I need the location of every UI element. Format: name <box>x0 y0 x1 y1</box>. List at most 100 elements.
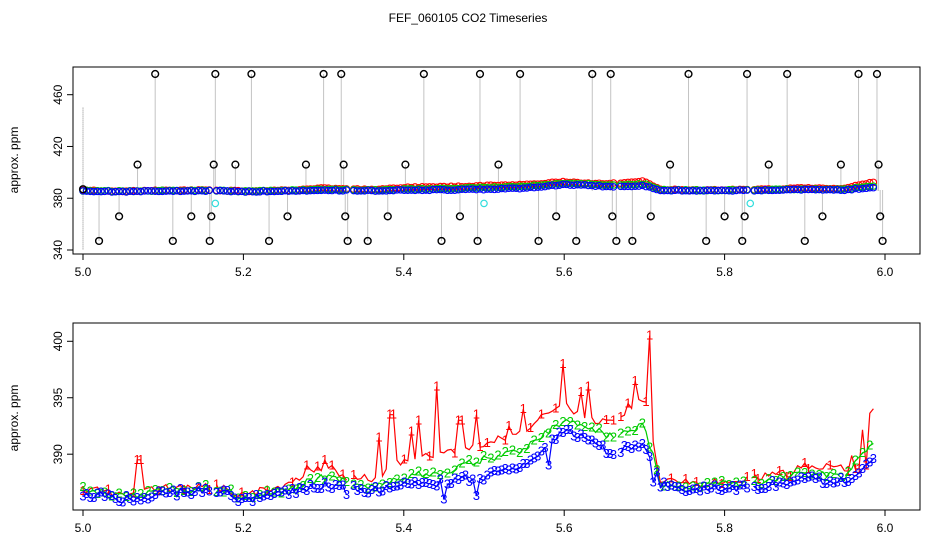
top-point-blue <box>86 187 94 196</box>
top-point-blue <box>663 186 672 195</box>
bottom-marker-green: 2 <box>751 473 758 488</box>
bottom-marker-blue: 3 <box>419 475 426 490</box>
top-y-tick-label: 380 <box>51 188 65 208</box>
top-point-black <box>515 69 525 79</box>
top-point-blue <box>158 187 167 196</box>
bottom-marker-blue: 3 <box>343 487 350 502</box>
top-point-blue <box>541 182 549 191</box>
bottom-marker-green: 2 <box>502 444 509 459</box>
bottom-marker-blue: 3 <box>725 481 732 496</box>
top-point-blue <box>364 186 372 194</box>
top-point-blue <box>725 186 733 195</box>
top-point-black <box>552 212 561 221</box>
top-point-black <box>207 212 216 221</box>
bottom-marker-green: 2 <box>697 479 704 494</box>
bottom-marker-blue: 3 <box>235 494 242 509</box>
bottom-marker-blue: 3 <box>180 485 187 500</box>
top-point-blue <box>544 182 553 190</box>
top-plot-frame <box>72 66 921 255</box>
bottom-marker-blue: 3 <box>686 483 693 498</box>
top-point-blue <box>801 185 809 194</box>
top-point-blue <box>414 186 423 194</box>
top-point-blue <box>750 187 759 195</box>
bottom-marker-blue: 3 <box>198 485 205 500</box>
bottom-x-tick-label: 5.8 <box>716 521 733 535</box>
bottom-marker-blue: 3 <box>790 473 797 488</box>
bottom-marker-blue: 3 <box>217 485 224 500</box>
top-point-blue <box>743 186 751 194</box>
bottom-marker-green: 2 <box>494 448 501 463</box>
bottom-marker-green: 2 <box>780 469 787 484</box>
top-point-blue <box>386 186 394 195</box>
bottom-marker-blue: 3 <box>191 484 198 499</box>
bottom-marker-blue: 3 <box>357 481 364 496</box>
bottom-marker-green: 2 <box>758 476 765 491</box>
bottom-marker-blue: 3 <box>707 481 714 496</box>
top-point-blue <box>573 180 582 189</box>
bottom-marker-red: 1 <box>603 412 610 427</box>
bottom-marker-blue: 3 <box>170 483 177 498</box>
top-point-black <box>878 236 887 246</box>
bottom-marker-green: 2 <box>711 475 718 490</box>
top-point-blue <box>829 186 838 194</box>
bottom-marker-green: 2 <box>523 441 530 456</box>
bottom-marker-red: 1 <box>527 420 534 435</box>
bottom-marker-blue: 3 <box>108 488 115 503</box>
bottom-marker-blue: 3 <box>538 443 545 458</box>
top-point-blue <box>721 186 730 195</box>
bottom-marker-green: 2 <box>357 477 364 492</box>
top-point-blue <box>483 185 491 193</box>
top-point-blue <box>404 186 412 194</box>
top-point-blue <box>277 187 286 196</box>
bottom-series-line-green <box>753 442 874 485</box>
bottom-marker-blue: 3 <box>606 446 613 461</box>
top-point-blue <box>144 187 152 195</box>
top-point-blue <box>689 186 697 195</box>
bottom-marker-blue: 3 <box>675 480 682 495</box>
top-point-blue <box>266 187 275 196</box>
bottom-marker-blue: 3 <box>581 430 588 445</box>
bottom-marker-blue: 3 <box>603 446 610 461</box>
bottom-marker-red: 1 <box>646 328 653 343</box>
top-point-blue <box>382 187 390 195</box>
bottom-y-tick-label: 395 <box>51 387 65 407</box>
top-point-blue <box>685 187 694 195</box>
bottom-marker-green: 2 <box>581 419 588 434</box>
bottom-marker-blue: 3 <box>743 480 750 495</box>
bottom-marker-blue: 3 <box>830 475 837 490</box>
top-point-blue <box>328 186 336 195</box>
bottom-marker-red: 1 <box>476 439 483 454</box>
bottom-marker-green: 2 <box>343 474 350 489</box>
bottom-marker-blue: 3 <box>390 479 397 494</box>
bottom-marker-blue: 3 <box>516 460 523 475</box>
top-point-green <box>552 180 560 188</box>
top-point-blue <box>147 187 156 195</box>
top-point-blue <box>819 186 827 194</box>
top-point-blue <box>111 187 120 196</box>
bottom-marker-blue: 3 <box>812 471 819 486</box>
bottom-marker-green: 2 <box>379 476 386 491</box>
top-point-blue <box>313 186 322 195</box>
top-point-black <box>874 160 883 169</box>
bottom-marker-green: 2 <box>285 481 292 496</box>
top-point-blue <box>497 184 506 193</box>
bottom-marker-red: 1 <box>585 378 592 393</box>
bottom-series-line-blue <box>620 443 748 493</box>
bottom-marker-green: 2 <box>816 467 823 482</box>
top-point-black <box>455 212 465 221</box>
bottom-marker-blue: 3 <box>740 478 747 493</box>
bottom-marker-blue: 3 <box>328 481 335 496</box>
bottom-marker-blue: 3 <box>213 485 220 500</box>
bottom-marker-red: 1 <box>213 477 220 492</box>
bottom-marker-blue: 3 <box>289 481 296 496</box>
top-point-blue <box>866 184 874 192</box>
bottom-marker-blue: 3 <box>408 476 415 491</box>
bottom-marker-blue: 3 <box>364 486 371 501</box>
bottom-marker-blue: 3 <box>624 439 631 454</box>
top-point-blue <box>198 187 206 195</box>
top-point-blue <box>303 187 311 195</box>
bottom-plot-frame <box>72 322 921 511</box>
top-point-blue <box>533 183 542 191</box>
top-point-blue <box>815 185 823 194</box>
top-point-black <box>646 212 655 221</box>
